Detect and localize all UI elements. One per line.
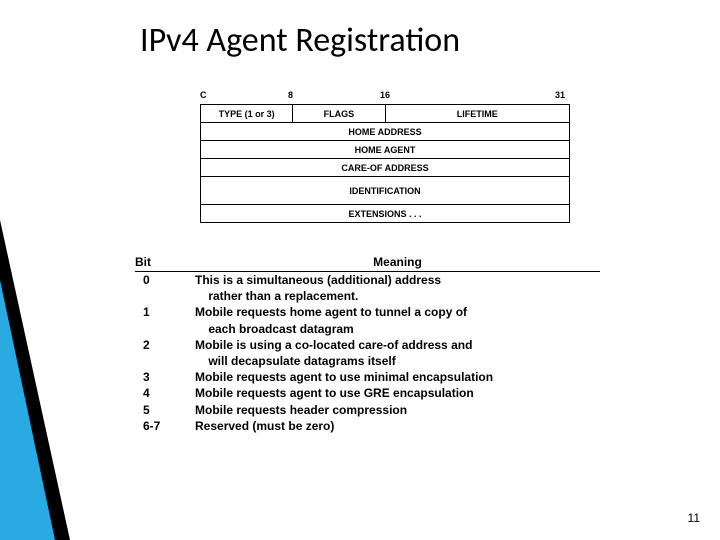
cell-bit: 3 [135,369,195,385]
table-row: 5 Mobile requests header compression [135,402,600,418]
field-care-of: CARE-OF ADDRESS [201,159,570,177]
field-type: TYPE (1 or 3) [201,105,293,123]
header-meaning: Meaning [195,255,600,269]
corner-accent [0,220,110,540]
bit-label: 16 [380,90,390,100]
bit-label: 8 [288,90,293,100]
cell-bit: 6-7 [135,418,195,434]
table-row: 0 This is a simultaneous (additional) ad… [135,272,600,304]
cell-bit: 1 [135,304,195,336]
field-identification: IDENTIFICATION [201,177,570,205]
bit-scale: C 8 16 31 [200,90,570,102]
bit-label: 31 [555,90,565,100]
table-row: 3 Mobile requests agent to use minimal e… [135,369,600,385]
cell-meaning: Reserved (must be zero) [195,418,600,434]
table-row: 2 Mobile is using a co-located care-of a… [135,337,600,369]
cell-meaning: Mobile requests header compression [195,402,600,418]
bit-label: C [200,90,207,100]
flags-table: Bit Meaning 0 This is a simultaneous (ad… [135,255,600,434]
cell-bit: 2 [135,337,195,369]
page-title: IPv4 Agent Registration [140,20,460,61]
field-flags: FLAGS [293,105,385,123]
cell-bit: 0 [135,272,195,304]
packet-diagram: C 8 16 31 TYPE (1 or 3) FLAGS LIFETIME H… [200,90,570,223]
table-row: 6-7 Reserved (must be zero) [135,418,600,434]
table-row: 1 Mobile requests home agent to tunnel a… [135,304,600,336]
cell-meaning: Mobile requests agent to use minimal enc… [195,369,600,385]
table-row: 4 Mobile requests agent to use GRE encap… [135,385,600,401]
cell-meaning: Mobile is using a co-located care-of add… [195,337,600,369]
field-lifetime: LIFETIME [385,105,570,123]
cell-bit: 4 [135,385,195,401]
cell-meaning: Mobile requests agent to use GRE encapsu… [195,385,600,401]
flags-header: Bit Meaning [135,255,600,272]
header-bit: Bit [135,255,195,269]
field-home-agent: HOME AGENT [201,141,570,159]
cell-meaning: This is a simultaneous (additional) addr… [195,272,600,304]
packet-table: TYPE (1 or 3) FLAGS LIFETIME HOME ADDRES… [200,104,570,223]
field-home-address: HOME ADDRESS [201,123,570,141]
page-number: 11 [688,511,700,525]
cell-meaning: Mobile requests home agent to tunnel a c… [195,304,600,336]
cell-bit: 5 [135,402,195,418]
field-extensions: EXTENSIONS . . . [201,205,570,223]
